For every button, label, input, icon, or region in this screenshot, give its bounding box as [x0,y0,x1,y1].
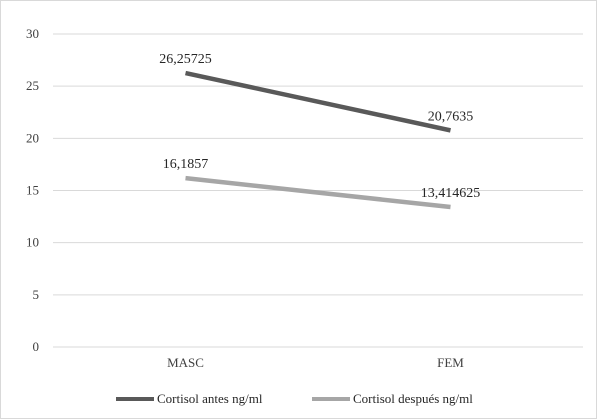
gridlines [53,33,583,348]
x-tick-label: FEM [437,355,464,370]
y-tick-label: 5 [33,287,40,302]
y-tick-label: 10 [26,235,39,250]
y-tick-label: 20 [26,130,39,145]
data-label: 20,7635 [428,109,474,124]
legend-label-1: Cortisol antes ng/ml [157,391,263,406]
y-tick-label: 0 [33,339,40,354]
y-tick-label: 30 [26,26,39,41]
x-tick-label: MASC [167,355,204,370]
data-label: 16,1857 [163,157,209,172]
legend: Cortisol antes ng/ml Cortisol después ng/… [116,391,473,406]
series-group: 26,25725 20,7635 16,1857 13,414625 [159,52,481,210]
legend-label-2: Cortisol después ng/ml [353,391,473,406]
x-axis: MASC FEM [167,355,464,370]
data-label: 13,414625 [421,186,481,201]
y-axis: 0 5 10 15 20 25 30 [26,26,39,354]
series-line-2 [185,175,451,210]
series-line-1 [185,70,451,133]
y-tick-label: 25 [26,78,39,93]
y-tick-label: 15 [26,183,39,198]
data-label: 26,25725 [159,52,212,67]
